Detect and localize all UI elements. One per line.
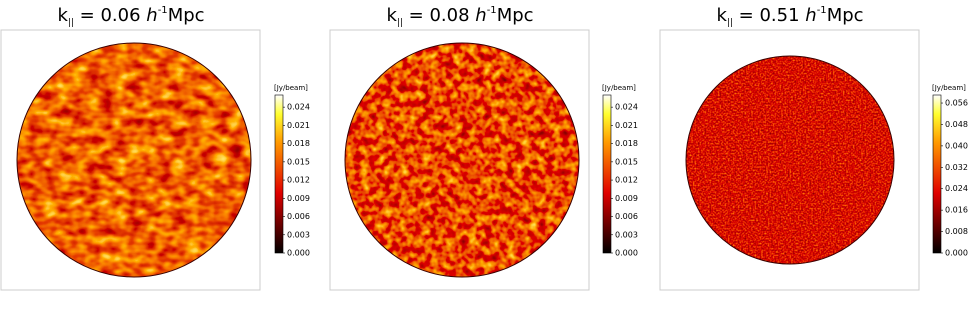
colorbar-tick-label: 0.000 <box>945 249 968 258</box>
sky-map <box>17 43 251 277</box>
colorbar-tick-label: 0.003 <box>615 230 638 239</box>
colorbar <box>274 94 284 254</box>
colorbar-tick-label: 0.000 <box>615 249 638 258</box>
title-unit-sup: -1 <box>487 5 497 16</box>
colorbar-tick-label: 0.021 <box>615 121 638 130</box>
title-symbol: k <box>716 5 727 26</box>
sky-edge <box>16 42 252 278</box>
colorbar-tick-label: 0.048 <box>945 120 968 129</box>
colorbar-tick-label: 0.000 <box>287 249 310 258</box>
colorbar-tick-label: 0.012 <box>615 176 638 185</box>
title-text: = 0.08 <box>403 5 475 26</box>
colorbar-tick-label: 0.009 <box>287 194 310 203</box>
map-frame <box>329 29 590 291</box>
title-unit: Mpc <box>497 5 534 26</box>
colorbar-tick-label: 0.006 <box>287 212 310 221</box>
title-unit-sup: -1 <box>817 5 827 16</box>
colorbar-tick-label: 0.056 <box>945 99 968 108</box>
sky-edge <box>344 42 580 278</box>
colorbar-tick-label: 0.024 <box>615 103 638 112</box>
panel-title: k|| = 0.08 h-1Mpc <box>386 5 533 28</box>
sky-edge <box>685 55 895 265</box>
colorbar-tick-label: 0.015 <box>615 157 638 166</box>
colorbar-tick-label: 0.012 <box>287 176 310 185</box>
colorbar-tick-label: 0.006 <box>615 212 638 221</box>
colorbar-tick-label: 0.009 <box>615 194 638 203</box>
panel-title: k|| = 0.51 h-1Mpc <box>716 5 863 28</box>
title-text: = 0.06 <box>74 5 146 26</box>
panel-title: k|| = 0.06 h-1Mpc <box>57 5 204 28</box>
colorbar-tick-label: 0.003 <box>287 230 310 239</box>
colorbar-tick-label: 0.032 <box>945 163 968 172</box>
colorbar <box>932 94 942 254</box>
title-unit-italic: h <box>805 5 816 26</box>
title-symbol: k <box>57 5 68 26</box>
sky-map <box>345 43 579 277</box>
title-unit: Mpc <box>827 5 864 26</box>
sky-map <box>686 56 894 264</box>
colorbar-tick-label: 0.008 <box>945 227 968 236</box>
title-unit: Mpc <box>168 5 205 26</box>
colorbar-tick-label: 0.016 <box>945 206 968 215</box>
panel: k|| = 0.08 h-1Mpc [Jy/beam] 0.000 0.003 0.00… <box>329 5 638 291</box>
colorbar-label: [Jy/beam] <box>932 84 966 92</box>
title-subscript: || <box>68 18 74 28</box>
title-unit-sup: -1 <box>158 5 168 16</box>
colorbar-tick-label: 0.040 <box>945 141 968 150</box>
colorbar-label: [Jy/beam] <box>274 84 308 92</box>
panel: k|| = 0.51 h-1Mpc [Jy/beam] 0.000 0.008 0.01… <box>659 5 968 291</box>
colorbar-tick-label: 0.018 <box>287 139 310 148</box>
colorbar-tick-label: 0.015 <box>287 157 310 166</box>
title-symbol: k <box>386 5 397 26</box>
title-text: = 0.51 <box>733 5 805 26</box>
colorbar-tick-label: 0.024 <box>287 103 310 112</box>
map-frame <box>659 29 920 291</box>
colorbar <box>602 94 612 254</box>
colorbar-label: [Jy/beam] <box>602 84 636 92</box>
map-frame <box>0 29 261 291</box>
panel: k|| = 0.06 h-1Mpc [Jy/beam] 0.000 0.003 0.00… <box>0 5 310 291</box>
colorbar-tick-label: 0.018 <box>615 139 638 148</box>
title-unit-italic: h <box>475 5 486 26</box>
colorbar-tick-label: 0.024 <box>945 184 968 193</box>
colorbar-tick-label: 0.021 <box>287 121 310 130</box>
title-subscript: || <box>397 18 403 28</box>
title-unit-italic: h <box>146 5 157 26</box>
title-subscript: || <box>727 18 733 28</box>
